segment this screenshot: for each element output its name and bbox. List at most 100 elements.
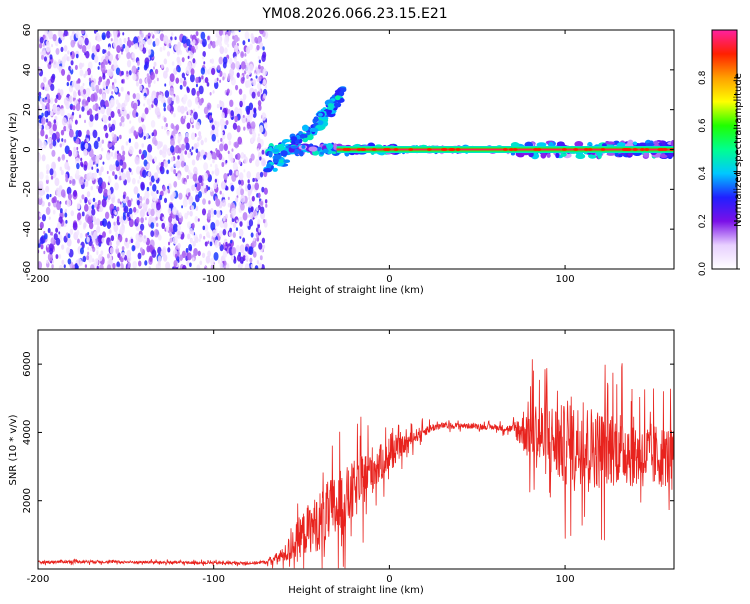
noise-speckle <box>225 119 229 126</box>
noise-speckle <box>142 234 148 244</box>
noise-speckle <box>126 211 130 218</box>
noise-speckle <box>260 206 265 214</box>
noise-speckle <box>97 177 103 187</box>
noise-speckle <box>218 73 220 77</box>
noise-speckle <box>258 76 262 82</box>
noise-speckle <box>46 102 50 110</box>
carrier-halo <box>653 140 659 148</box>
noise-speckle <box>47 125 50 131</box>
noise-speckle <box>203 61 206 65</box>
noise-speckle <box>68 149 73 157</box>
noise-speckle <box>87 216 92 225</box>
noise-speckle <box>193 143 198 150</box>
noise-speckle <box>70 51 73 56</box>
noise-speckle <box>115 99 119 105</box>
noise-speckle <box>144 260 148 266</box>
noise-speckle <box>228 140 232 146</box>
noise-speckle <box>204 266 207 269</box>
noise-speckle <box>83 148 88 157</box>
noise-speckle <box>121 102 126 111</box>
noise-speckle <box>92 129 98 139</box>
noise-speckle <box>234 216 239 224</box>
noise-speckle <box>61 68 66 76</box>
noise-speckle <box>70 105 73 110</box>
noise-speckle <box>251 184 255 190</box>
noise-speckle <box>51 161 56 171</box>
noise-speckle <box>38 91 42 97</box>
noise-speckle <box>247 69 252 76</box>
noise-speckle <box>80 161 84 167</box>
noise-speckle <box>258 64 261 70</box>
noise-speckle <box>150 175 155 183</box>
carrier-dot <box>644 148 650 151</box>
noise-speckle <box>67 193 72 201</box>
noise-speckle <box>259 30 264 35</box>
noise-speckle <box>150 222 155 229</box>
noise-speckle <box>122 161 127 170</box>
noise-speckle <box>252 239 257 248</box>
noise-speckle <box>167 207 172 214</box>
carrier-dot <box>512 148 518 151</box>
noise-speckle <box>113 64 117 70</box>
noise-speckle <box>248 102 254 111</box>
noise-speckle <box>150 71 155 81</box>
noise-speckle <box>227 109 231 114</box>
noise-speckle <box>261 149 265 155</box>
noise-speckle <box>137 66 140 71</box>
carrier-halo <box>290 145 298 149</box>
noise-speckle <box>211 41 216 49</box>
noise-speckle <box>43 56 48 62</box>
colorbar-ticks: 0.0 0.2 0.4 0.6 0.8 <box>698 70 740 276</box>
noise-speckle <box>166 51 171 57</box>
noise-speckle <box>39 36 44 44</box>
tail-blob <box>327 103 334 108</box>
tail-blob <box>278 159 285 163</box>
noise-speckle <box>167 241 171 246</box>
noise-speckle <box>143 95 146 100</box>
noise-speckle <box>239 256 244 264</box>
noise-speckle <box>206 102 212 111</box>
noise-speckle <box>169 87 175 96</box>
noise-speckle <box>210 221 216 231</box>
noise-speckle <box>55 94 59 99</box>
noise-speckle <box>60 46 64 53</box>
noise-speckle <box>250 232 254 238</box>
spectrogram-x-ticks: -200 -100 0 100 <box>27 30 575 285</box>
noise-speckle <box>85 70 88 76</box>
noise-speckle <box>257 55 260 60</box>
noise-speckle <box>106 30 111 39</box>
noise-speckle <box>160 249 165 257</box>
noise-speckle <box>86 191 91 198</box>
noise-speckle <box>242 93 247 101</box>
noise-speckle <box>85 87 91 97</box>
noise-speckle <box>148 244 153 253</box>
noise-speckle <box>202 56 205 60</box>
noise-speckle <box>240 61 246 70</box>
noise-speckle <box>214 121 217 126</box>
noise-speckle <box>261 186 265 193</box>
noise-speckle <box>131 177 136 185</box>
noise-speckle <box>120 168 124 173</box>
carrier-dot <box>639 148 645 151</box>
noise-speckle <box>115 245 119 250</box>
carrier-halo <box>574 140 584 148</box>
noise-speckle <box>170 166 174 173</box>
noise-speckle <box>108 115 112 121</box>
noise-speckle <box>129 168 132 173</box>
noise-speckle <box>115 160 120 168</box>
tail-blob <box>339 90 345 97</box>
noise-speckle <box>121 70 124 76</box>
noise-speckle <box>173 135 176 140</box>
noise-speckle <box>70 60 74 66</box>
noise-speckle <box>153 66 155 70</box>
noise-speckle <box>78 114 82 119</box>
snr-x-ticks: -200 -100 0 100 <box>27 330 575 585</box>
y-tick-label: 0 <box>22 146 33 152</box>
x-tick-label: -200 <box>27 274 50 285</box>
noise-speckle <box>126 59 132 68</box>
noise-speckle <box>221 133 226 140</box>
noise-speckle <box>118 218 122 223</box>
noise-speckle <box>185 132 189 138</box>
noise-speckle <box>247 183 252 191</box>
noise-speckle <box>258 228 261 233</box>
